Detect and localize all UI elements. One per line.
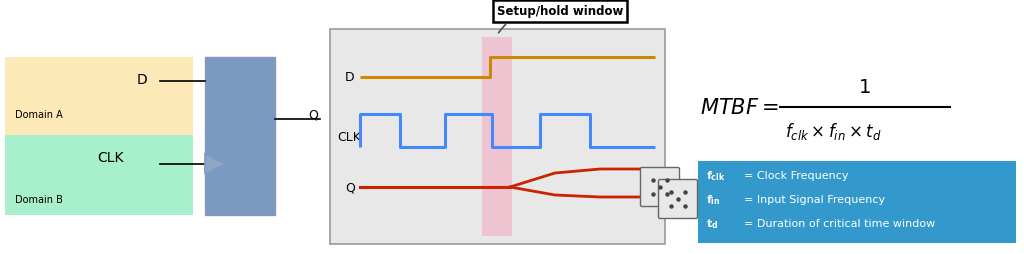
Bar [5,135,193,215]
FancyBboxPatch shape [658,180,697,219]
Text: D: D [345,71,354,84]
Text: Setup/hold window: Setup/hold window [497,6,624,34]
Text: $\mathbf{t}_{\mathbf{d}}$: $\mathbf{t}_{\mathbf{d}}$ [706,216,718,230]
Bar [698,161,1016,243]
Text: Q: Q [345,181,355,194]
Text: CLK: CLK [96,150,123,164]
Bar [205,58,275,215]
Text: D: D [136,73,147,87]
Text: $\mathit{MTBF}=$: $\mathit{MTBF}=$ [700,98,778,118]
Text: = Input Signal Frequency: = Input Signal Frequency [744,194,885,204]
FancyBboxPatch shape [640,168,680,207]
Bar [5,58,193,135]
Bar [482,38,512,236]
Text: Domain B: Domain B [15,194,62,204]
Text: Q: Q [308,108,317,121]
Text: = Clock Frequency: = Clock Frequency [744,170,849,180]
Text: $\mathbf{f}_{\mathbf{clk}}$: $\mathbf{f}_{\mathbf{clk}}$ [706,168,726,182]
Text: 1: 1 [859,78,871,97]
Text: $\mathbf{f}_{\mathbf{in}}$: $\mathbf{f}_{\mathbf{in}}$ [706,192,721,206]
Text: Domain A: Domain A [15,109,62,120]
Text: CLK: CLK [337,131,360,144]
Text: = Duration of critical time window: = Duration of critical time window [744,218,935,228]
Bar [330,30,665,244]
Text: $f_{\mathit{clk}} \times f_{\mathit{in}} \times \mathit{t}_{d}$: $f_{\mathit{clk}} \times f_{\mathit{in}}… [785,121,882,142]
Polygon shape [205,154,225,174]
